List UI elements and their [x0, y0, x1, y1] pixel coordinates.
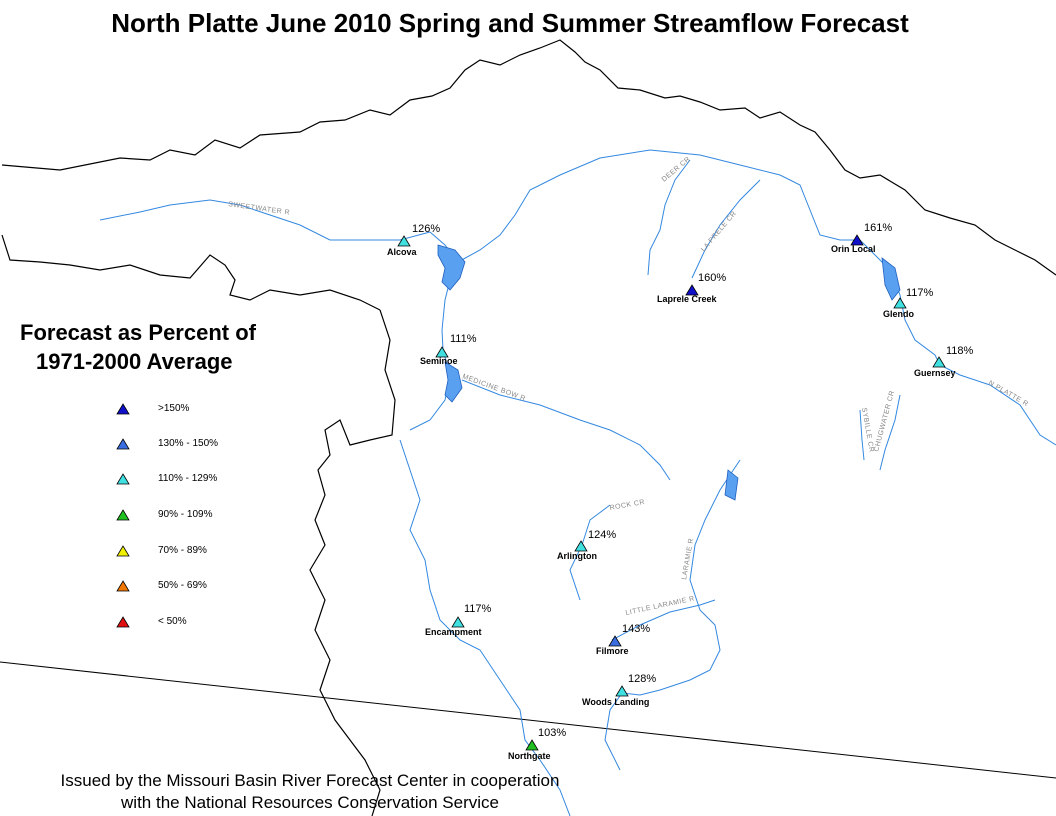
station-triangle-icon — [574, 540, 588, 552]
legend-title-line2: 1971-2000 Average — [36, 349, 233, 374]
basin-boundaries — [1, 39, 1056, 816]
station-percent: 143% — [622, 623, 650, 635]
legend-title-line1: Forecast as Percent of — [20, 320, 256, 345]
sweetwater-river — [99, 199, 431, 241]
triangle-icon — [116, 580, 130, 592]
legend-item-label: 110% - 129% — [158, 473, 218, 484]
footer-line1: Issued by the Missouri Basin River Forec… — [60, 771, 560, 790]
triangle-icon — [116, 473, 130, 485]
station-marker: 103% Northgate — [508, 727, 566, 761]
legend-item-label: 90% - 109% — [158, 509, 213, 520]
station-name: Encampment — [425, 627, 482, 637]
triangle-icon — [116, 403, 130, 415]
page-title: North Platte June 2010 Spring and Summer… — [111, 8, 909, 38]
seminoe-reservoir — [444, 361, 463, 403]
river-label-rock: ROCK CR — [609, 499, 645, 512]
footer-line2: with the National Resources Conservation… — [121, 793, 499, 812]
chugwater-creek — [879, 394, 901, 471]
triangle-icon — [116, 616, 130, 628]
laramie-river — [604, 459, 741, 771]
station-marker: 128% Woods Landing — [582, 673, 656, 707]
river-labels: SWEETWATER R DEER CR LA PRELE CR MEDICIN… — [228, 156, 1030, 617]
station-marker: 118% Guernsey — [914, 345, 974, 378]
river-label-n-platte: N PLATTE R — [987, 380, 1029, 409]
station-name: Alcova — [387, 247, 418, 257]
station-triangle-icon — [608, 635, 622, 647]
station-triangle-icon — [850, 234, 864, 246]
station-percent: 128% — [628, 673, 656, 685]
glendo-reservoir — [881, 257, 901, 301]
station-triangle-icon — [893, 297, 907, 309]
river-label-deer: DEER CR — [661, 156, 692, 184]
station-name: Laprele Creek — [657, 294, 718, 304]
river-label-medicine-bow: MEDICINE BOW R — [461, 373, 526, 402]
deer-creek — [647, 159, 691, 276]
station-marker: 143% Filmore — [596, 623, 650, 656]
station-triangle-icon — [525, 739, 539, 751]
triangle-icon — [116, 438, 130, 450]
station-name: Glendo — [883, 309, 915, 319]
triangle-icon — [116, 509, 130, 521]
rivers — [99, 149, 1056, 816]
station-percent: 160% — [698, 272, 726, 284]
triangle-icon — [116, 545, 130, 557]
station-name: Arlington — [557, 551, 597, 561]
sybille-creek — [859, 409, 865, 461]
medicine-bow-river — [461, 379, 671, 481]
station-marker: 160% Laprele Creek — [657, 272, 726, 304]
outer-basin-boundary — [1, 39, 1056, 276]
station-percent: 117% — [464, 603, 492, 615]
station-name: Guernsey — [914, 368, 956, 378]
station-marker: 126% Alcova — [387, 223, 440, 257]
station-triangle-icon — [932, 356, 946, 368]
little-laramie-river — [611, 599, 716, 641]
station-name: Orin Local — [831, 244, 876, 254]
north-platte-river-east — [457, 149, 1056, 446]
river-label-chugwater: CHUGWATER CR — [873, 390, 896, 453]
legend-item-label: 50% - 69% — [158, 580, 207, 591]
station-triangle-icon — [397, 235, 411, 247]
station-name: Seminoe — [420, 356, 458, 366]
station-triangle-icon — [451, 616, 465, 628]
station-name: Woods Landing — [582, 697, 649, 707]
legend-item-label: 70% - 89% — [158, 545, 207, 556]
station-percent: 103% — [538, 727, 566, 739]
inner-basin-boundary-north — [1, 234, 381, 311]
station-percent: 117% — [906, 287, 934, 299]
station-name: Northgate — [508, 751, 551, 761]
wheatland-reservoir — [724, 469, 739, 501]
station-triangle-icon — [685, 284, 699, 296]
station-triangle-icon — [435, 346, 449, 358]
laprele-creek — [691, 179, 761, 279]
legend-item-label: >150% — [158, 403, 190, 414]
legend-title: Forecast as Percent of 1971-2000 Average — [20, 318, 320, 376]
station-marker: 117% Glendo — [883, 287, 934, 319]
station-percent: 126% — [412, 223, 440, 235]
station-marker: 117% Encampment — [425, 603, 492, 637]
station-marker: 124% Arlington — [557, 529, 616, 561]
river-label-little-laramie: LITTLE LARAMIE R — [625, 595, 696, 617]
pathfinder-reservoir — [437, 244, 466, 291]
river-label-laprele: LA PRELE CR — [700, 210, 738, 253]
station-marker: 111% Seminoe — [420, 333, 477, 366]
station-percent: 161% — [864, 222, 892, 234]
footer-credit: Issued by the Missouri Basin River Forec… — [10, 770, 610, 814]
station-triangle-icon — [615, 685, 629, 697]
state-boundary-line — [0, 661, 1056, 779]
station-name: Filmore — [596, 646, 629, 656]
station-percent: 124% — [588, 529, 616, 541]
station-marker: 161% Orin Local — [831, 222, 892, 254]
river-label-sweetwater: SWEETWATER R — [228, 201, 291, 217]
encampment-river — [399, 439, 571, 816]
inner-basin-boundary-west — [309, 309, 396, 816]
legend-item-label: 130% - 150% — [158, 438, 219, 449]
reservoirs — [437, 244, 901, 501]
station-percent: 118% — [946, 345, 974, 357]
legend-item-label: < 50% — [158, 616, 187, 627]
station-percent: 111% — [450, 333, 477, 345]
